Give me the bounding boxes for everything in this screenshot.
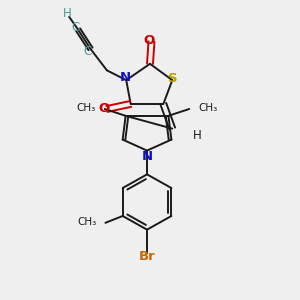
- Text: N: N: [120, 71, 131, 84]
- Text: C: C: [72, 21, 80, 34]
- Text: O: O: [98, 103, 110, 116]
- Text: H: H: [63, 7, 72, 20]
- Text: CH₃: CH₃: [77, 103, 96, 113]
- Text: CH₃: CH₃: [77, 217, 97, 227]
- Text: H: H: [193, 129, 202, 142]
- Text: C: C: [83, 45, 92, 58]
- Text: CH₃: CH₃: [198, 103, 218, 113]
- Text: N: N: [142, 150, 153, 163]
- Text: S: S: [168, 72, 178, 85]
- Text: O: O: [143, 34, 154, 46]
- Text: Br: Br: [139, 250, 155, 263]
